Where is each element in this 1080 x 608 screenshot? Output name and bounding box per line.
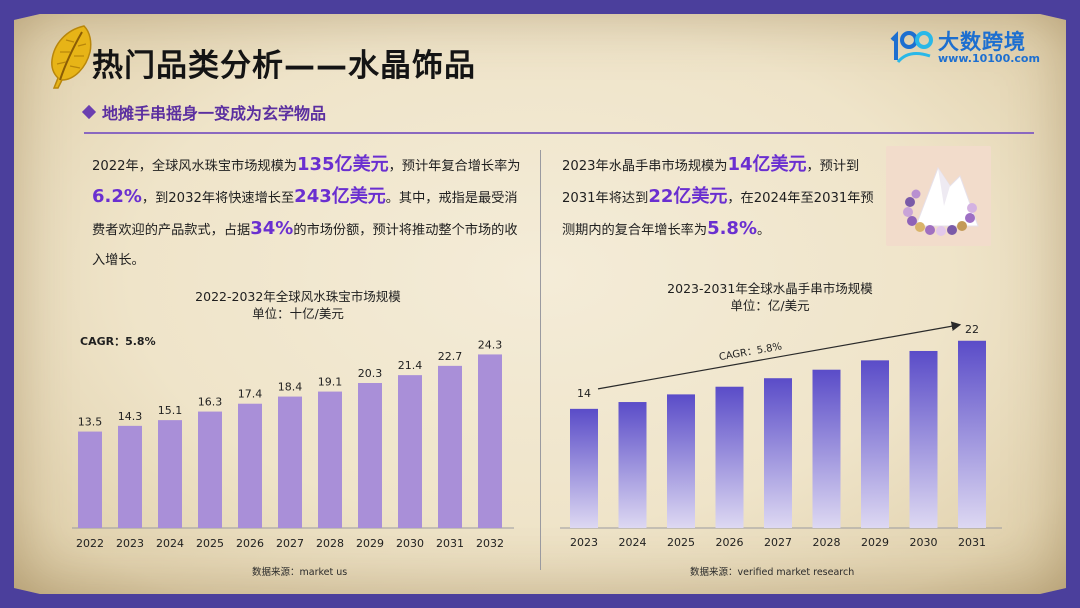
x-tick-label: 2027 [764,536,792,549]
feather-icon [51,25,92,89]
highlight-value: 34% [250,218,294,239]
highlight-value: 6.2% [92,186,142,207]
trend-arrow [597,321,962,390]
x-tick-label: 2024 [156,537,184,550]
bar [118,425,142,528]
left-chart-unit: 单位：十亿/美元 [252,306,344,321]
bar [570,408,598,528]
x-tick-label: 2023 [116,537,144,550]
x-tick-label: 2030 [396,537,424,550]
data-label: 18.4 [278,381,303,394]
right-chart-title-block: 2023-2031年全球水晶手串市场规模 单位：亿/美元 [620,280,920,314]
data-label-last: 22 [965,323,979,336]
x-tick-label: 2027 [276,537,304,550]
left-paragraph: 2022年，全球风水珠宝市场规模为135亿美元，预计年复合增长率为6.2%，到2… [92,154,521,268]
data-label: 14.3 [118,410,143,423]
highlight-value: 5.8% [707,218,757,239]
bar [812,369,841,528]
x-tick-label: 2026 [716,536,744,549]
x-tick-label: 2028 [813,536,841,549]
bar [438,365,462,528]
bar [278,396,302,528]
right-paragraph: 2023年水晶手串市场规模为14亿美元，预计到2031年将达到22亿美元，在20… [562,154,874,239]
section-subtitle: 地摊手串摇身一变成为玄学物品 [81,100,327,124]
left-source: 数据来源：market us [252,567,348,578]
bar [318,391,342,528]
data-label: 16.3 [198,396,223,409]
x-tick-label: 2028 [316,537,344,550]
crystal-bracelet-photo [886,146,991,246]
x-tick-label: 2025 [667,536,695,549]
highlight-value: 243亿美元 [294,186,386,207]
bar [909,350,938,528]
right-chart-title: 2023-2031年全球水晶手串市场规模 [667,281,873,296]
cagr-label: CAGR：5.8% [718,341,783,363]
x-tick-label: 2023 [570,536,598,549]
right-source: 数据来源：verified market research [690,567,855,578]
left-chart-title: 2022-2032年全球风水珠宝市场规模 [195,289,401,304]
data-label: 24.3 [478,340,503,351]
bar [715,386,744,528]
highlight-value: 14亿美元 [727,154,807,175]
data-label-first: 14 [577,387,591,400]
logo-name: 大数跨境 [938,30,1026,54]
left-chart-title-block: 2022-2032年全球风水珠宝市场规模 单位：十亿/美元 [148,288,448,322]
bar [764,378,792,528]
data-label: 19.1 [318,376,343,389]
right-chart-unit: 单位：亿/美元 [730,298,810,313]
left-cagr-label: CAGR：5.8% [80,335,156,348]
bar [861,360,889,528]
x-tick-label: 2030 [910,536,938,549]
bar [398,375,422,528]
highlight-value: 22亿美元 [648,186,728,207]
data-label: 21.4 [398,359,423,372]
data-label: 22.7 [438,350,463,363]
bar [618,402,647,528]
column-divider [540,150,541,570]
bar [238,403,262,528]
page-title: 热门品类分析——水晶饰品 [92,48,476,84]
logo-url: www.10100.com [938,52,1040,65]
right-bar-chart: 2023 2024 2025 2026 2027 2028 2029 2030 2031 14 22… [560,321,1002,549]
bar [958,340,986,528]
bar [78,431,102,528]
x-tick-label: 2024 [619,536,647,549]
logo-mark-icon [890,31,933,64]
highlight-value: 135亿美元 [297,154,389,175]
x-tick-label: 2029 [861,536,889,549]
subtitle-text: 地摊手串摇身一变成为玄学物品 [102,104,327,123]
x-tick-label: 2022 [76,537,104,550]
bar [198,411,222,528]
x-tick-label: 2029 [356,537,384,550]
bar [478,354,502,528]
data-label: 15.1 [158,404,183,417]
left-bar-chart: 13.5 2022 14.3 2023 15.1 2024 16.3 2025 17.4 2026… [72,340,514,550]
x-tick-label: 2031 [436,537,464,550]
bar [358,383,382,528]
bar [158,420,182,528]
data-label: 17.4 [238,388,263,401]
header-divider [84,132,1034,134]
x-tick-label: 2031 [958,536,986,549]
bar [667,394,695,528]
x-tick-label: 2032 [476,537,504,550]
x-tick-label: 2026 [236,537,264,550]
x-tick-label: 2025 [196,537,224,550]
diamond-bullet-icon [81,104,97,120]
data-label: 13.5 [78,416,103,429]
logo: 大数跨境 www.10100.com [888,26,1048,70]
data-label: 20.3 [358,367,383,380]
